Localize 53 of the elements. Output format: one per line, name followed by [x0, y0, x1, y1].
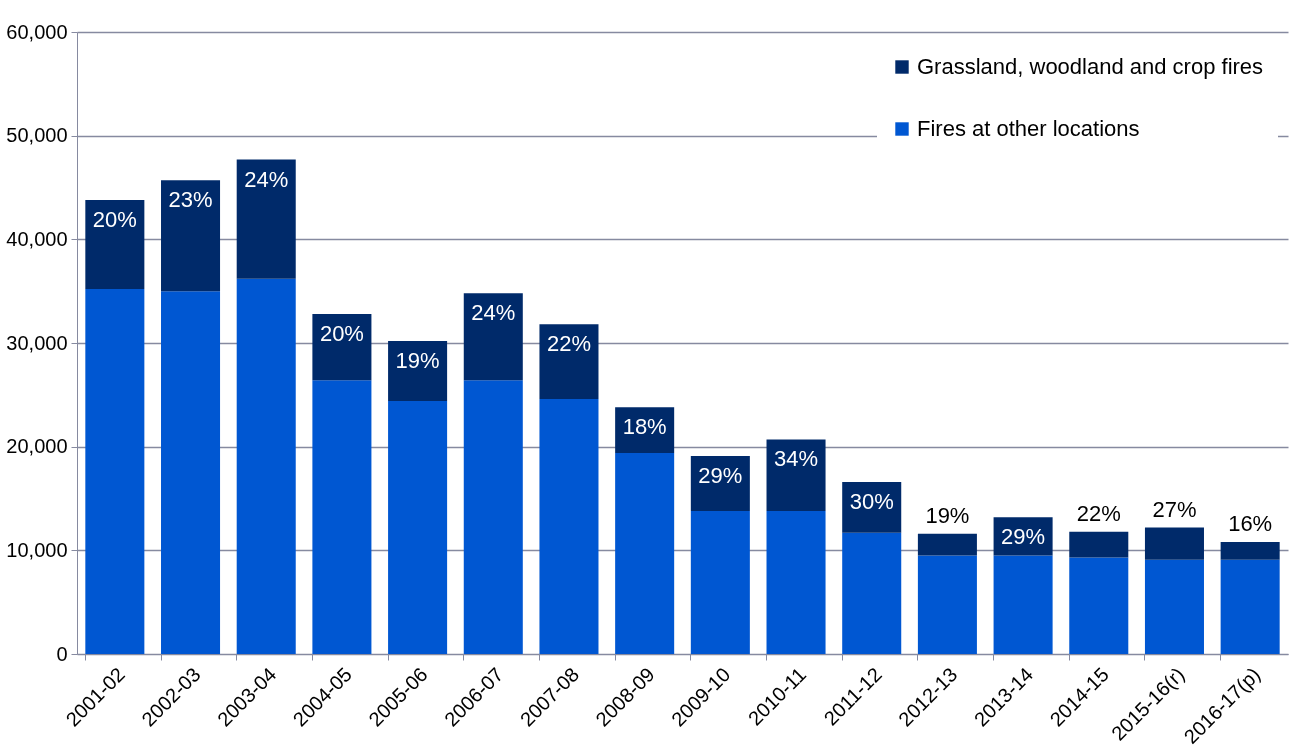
annotation: 29% — [1001, 524, 1046, 550]
bar — [85, 289, 145, 654]
bar — [842, 532, 902, 654]
legend-label: Grassland, woodland and crop fires — [917, 54, 1264, 79]
bar — [1144, 527, 1204, 560]
annotation: 29% — [698, 463, 743, 488]
annotation: 24% — [471, 300, 516, 326]
bar — [85, 199, 145, 290]
bar — [615, 452, 675, 654]
annotation: 27% — [1152, 496, 1197, 522]
annotation: 18% — [622, 414, 667, 440]
bar — [1069, 557, 1129, 654]
bar — [161, 291, 221, 654]
bar — [993, 555, 1053, 654]
legend-label: Fires at other locations — [917, 116, 1140, 141]
bar — [1220, 542, 1280, 560]
annotation: 19% — [395, 347, 440, 373]
bar — [388, 401, 448, 654]
annotation: 20% — [319, 320, 364, 346]
bar — [917, 533, 977, 556]
bar — [1220, 559, 1280, 654]
bar — [312, 380, 372, 654]
y-tick-label: 40,000 — [6, 227, 68, 250]
bar — [388, 340, 448, 402]
bar — [539, 398, 599, 654]
y-tick-label: 60,000 — [6, 20, 68, 43]
y-tick-label: 20,000 — [6, 435, 68, 458]
bar — [917, 555, 977, 654]
annotation: 20% — [92, 206, 137, 232]
annotation: 22% — [1076, 500, 1121, 526]
annotation: 16% — [1228, 511, 1273, 537]
bar — [539, 324, 599, 399]
bar — [312, 313, 372, 381]
annotation: 34% — [774, 446, 819, 472]
annotation: 19% — [925, 502, 970, 528]
annotation: 30% — [849, 488, 894, 514]
y-tick-label: 50,000 — [6, 124, 68, 147]
bar — [236, 278, 296, 654]
y-tick-label: 30,000 — [6, 331, 68, 354]
bar — [236, 159, 296, 279]
bar — [766, 439, 826, 511]
bar — [1144, 559, 1204, 654]
bar — [766, 510, 826, 654]
bar — [690, 510, 750, 654]
bar — [463, 293, 523, 381]
bar — [161, 180, 221, 292]
annotation: 22% — [546, 331, 591, 357]
bar — [1069, 531, 1129, 558]
bar — [463, 380, 523, 654]
annotation: 24% — [244, 166, 289, 192]
y-tick-label: 0 — [56, 642, 68, 665]
annotation: 23% — [168, 187, 213, 213]
y-tick-label: 10,000 — [6, 538, 68, 561]
